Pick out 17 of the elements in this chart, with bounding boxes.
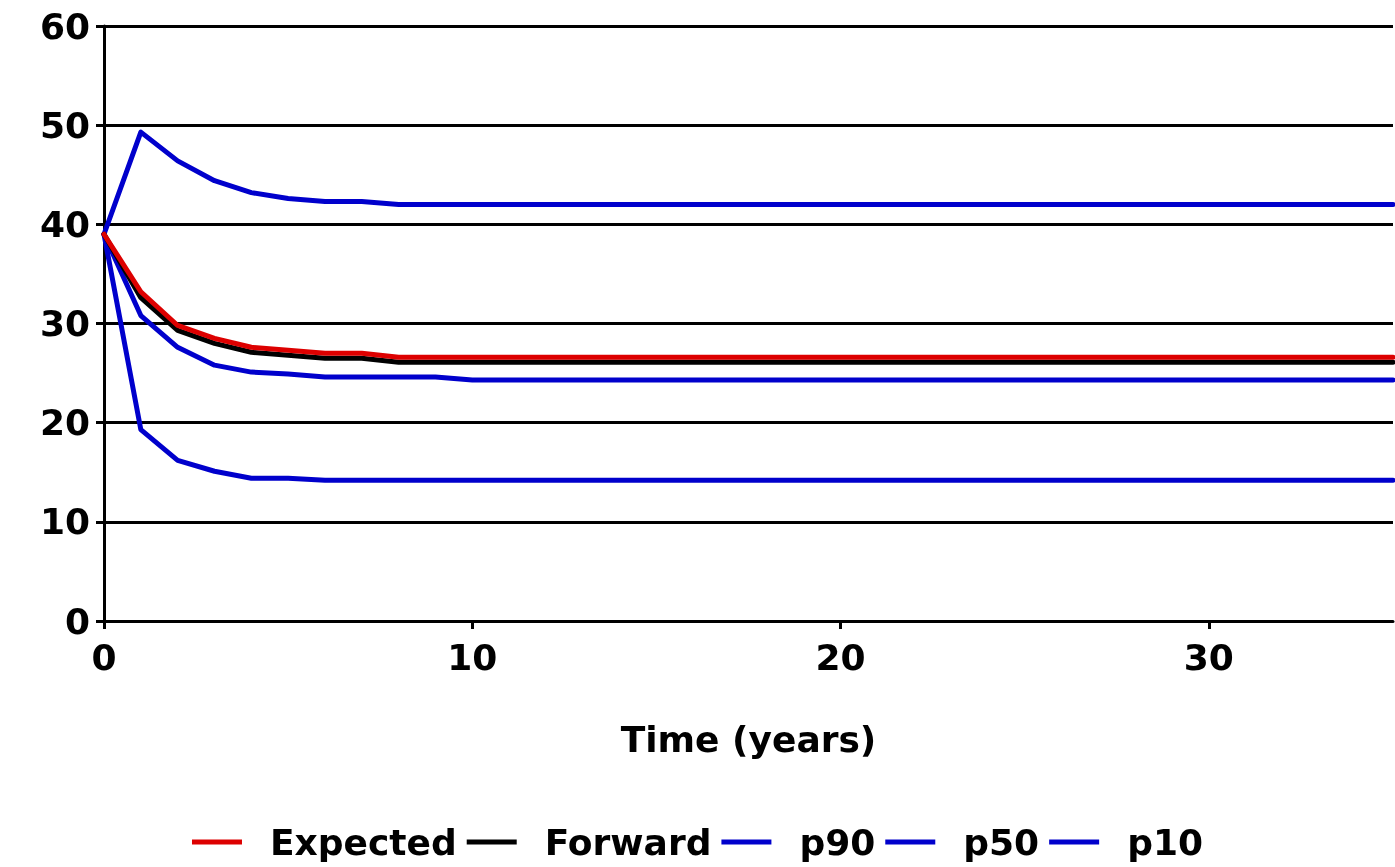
y-tick-label: 50 [39,104,90,146]
legend-label: p10 [1127,821,1204,863]
y-tick-label: 30 [39,303,90,344]
x-tick-label: 10 [447,636,498,678]
legend-label: Expected [269,821,457,863]
x-tick-label: 30 [1183,636,1234,678]
legend-label: p50 [963,821,1040,863]
y-tick-label: 10 [39,501,90,543]
y-tick-label: 40 [39,203,90,245]
x-tick-label: 0 [91,636,117,678]
y-tick-label: 60 [39,5,90,47]
legend-label: Forward [544,821,712,863]
x-axis-title: Time (years) [620,718,877,760]
y-tick-label: 20 [39,402,90,444]
legend-label: p90 [799,821,876,863]
y-tick-label: 0 [64,600,90,642]
x-tick-label: 20 [815,636,866,678]
